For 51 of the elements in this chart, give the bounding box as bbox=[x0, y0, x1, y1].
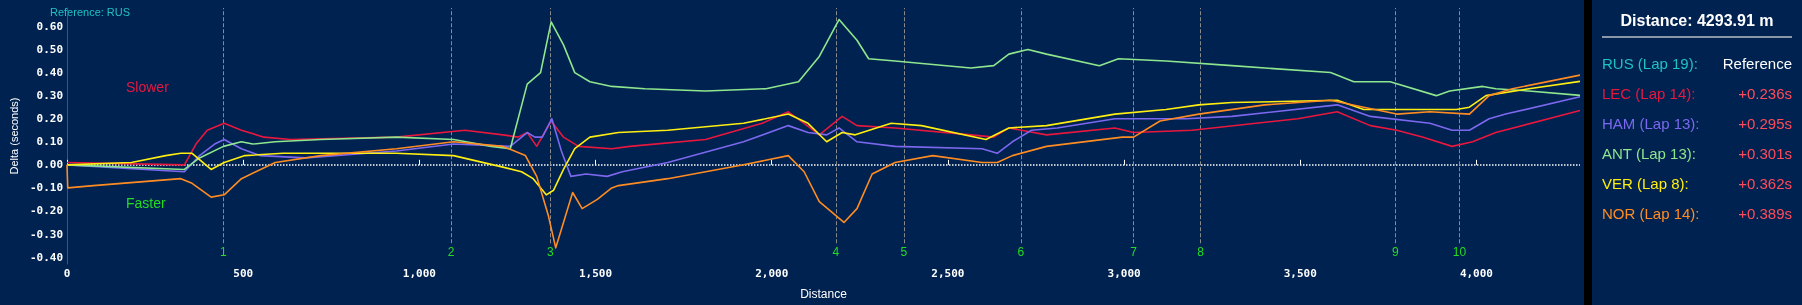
annotation: 10 bbox=[1452, 245, 1467, 260]
text: Reference bbox=[1722, 54, 1792, 72]
x-tick-label: 3,500 bbox=[1283, 267, 1317, 280]
annotation: 1 bbox=[220, 245, 228, 260]
text: +0.389s bbox=[1738, 204, 1792, 222]
text: NOR (Lap 14): bbox=[1602, 204, 1700, 222]
text: +0.362s bbox=[1738, 174, 1792, 192]
annotation: 3 bbox=[547, 245, 555, 260]
text: +0.236s bbox=[1738, 84, 1792, 102]
x-tick-label: 0 bbox=[63, 267, 71, 280]
text: VER (Lap 8): bbox=[1602, 174, 1689, 192]
line-series bbox=[66, 74, 1581, 249]
annotation: Faster bbox=[126, 195, 167, 211]
y-tick-label: -0.20 bbox=[29, 204, 64, 218]
y-axis-title: Delta (seconds) bbox=[7, 97, 20, 175]
y-tick-label: 0.50 bbox=[36, 43, 64, 57]
annotation: 4 bbox=[832, 245, 840, 260]
x-tick-label: 3,000 bbox=[1107, 267, 1141, 280]
y-tick-label: 0.20 bbox=[36, 112, 64, 126]
y-tick-label: 0.10 bbox=[36, 135, 64, 149]
x-axis-title: Distance bbox=[800, 287, 848, 301]
annotation: Reference: RUS bbox=[50, 5, 131, 18]
x-tick-label: 2,000 bbox=[755, 267, 789, 280]
x-tick-label: 1,500 bbox=[578, 267, 613, 280]
x-tick-label: 1,000 bbox=[402, 267, 436, 280]
annotation: 2 bbox=[447, 245, 455, 260]
x-tick-label: 500 bbox=[233, 267, 254, 280]
x-tick-label: 4,000 bbox=[1459, 267, 1493, 280]
y-tick-label: 0.30 bbox=[36, 89, 64, 103]
text: RUS (Lap 19): bbox=[1602, 54, 1698, 72]
line-series bbox=[66, 109, 1581, 166]
annotation: 6 bbox=[1017, 245, 1025, 260]
annotation: Slower bbox=[126, 79, 170, 95]
x-tick-label: 2,500 bbox=[931, 267, 965, 280]
annotation: 9 bbox=[1392, 245, 1400, 260]
series-label: HAM (Lap 13): bbox=[1602, 114, 1700, 132]
annotation: 5 bbox=[900, 245, 908, 260]
y-tick-label: 0.40 bbox=[36, 66, 64, 80]
y-tick-label: -0.40 bbox=[29, 250, 64, 264]
annotation: 7 bbox=[1130, 245, 1138, 260]
series-label: LEC (Lap 14): bbox=[1602, 84, 1696, 102]
annotation: 8 bbox=[1197, 245, 1205, 260]
text: +0.301s bbox=[1738, 144, 1792, 162]
y-tick-label: 0.60 bbox=[36, 19, 64, 33]
y-tick-label: 0.00 bbox=[36, 158, 64, 172]
y-tick-label: -0.30 bbox=[29, 227, 64, 241]
text: +0.295s bbox=[1738, 114, 1792, 132]
text: ANT (Lap 13): bbox=[1602, 144, 1696, 162]
line-series bbox=[66, 80, 1581, 196]
y-tick-label: -0.10 bbox=[29, 181, 64, 195]
legend-title: Distance: 4293.91 m bbox=[1619, 11, 1775, 31]
